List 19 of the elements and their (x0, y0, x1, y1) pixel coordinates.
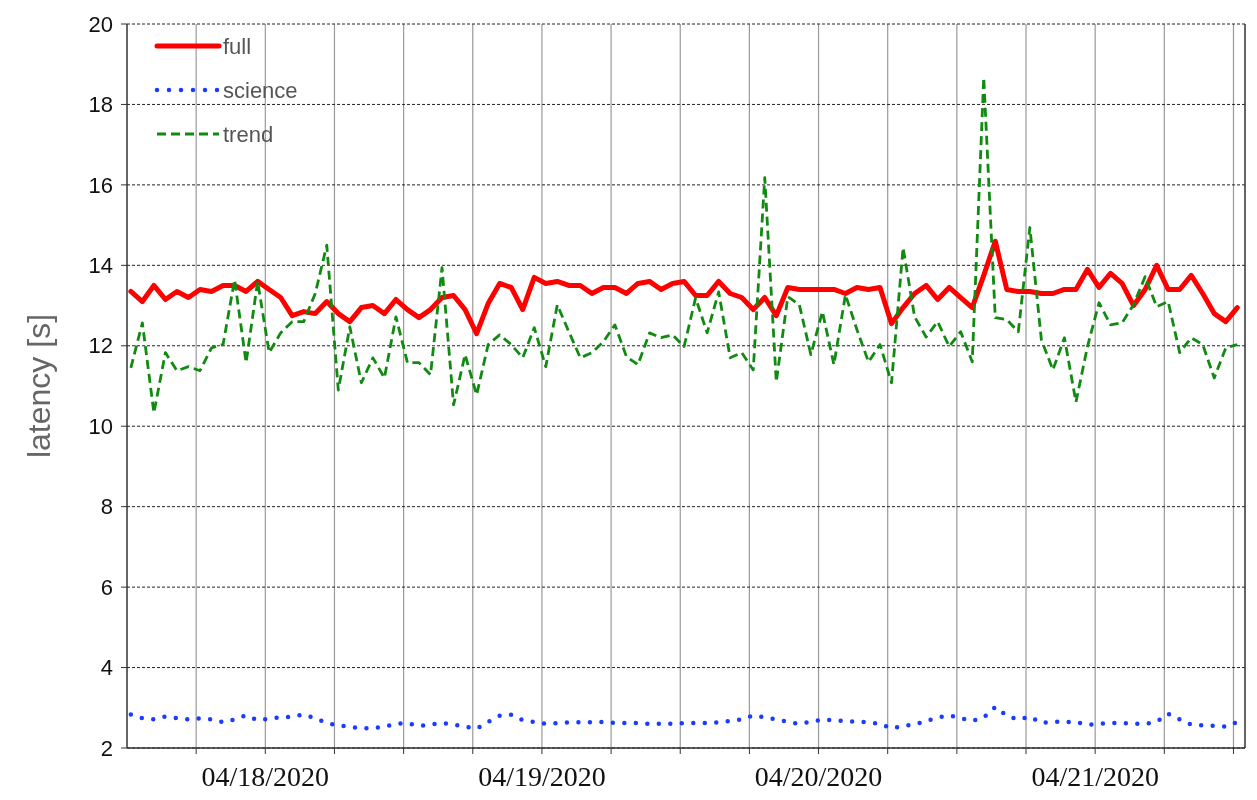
y-tick-label: 8 (100, 494, 113, 520)
y-tick-label: 14 (88, 253, 113, 279)
y-tick-label: 16 (88, 172, 113, 198)
legend-label: trend (223, 122, 274, 147)
line-series (128, 704, 1240, 731)
legend-label: science (223, 78, 298, 103)
x-tick-label: 04/18/2020 (201, 761, 330, 792)
y-tick-label: 18 (88, 92, 113, 118)
y-tick-label: 20 (88, 11, 113, 37)
y-tick-label: 12 (88, 333, 113, 359)
y-tick-label: 4 (100, 655, 113, 681)
y-axis-title: latency [s] (21, 313, 57, 459)
y-tick-label: 10 (88, 413, 113, 439)
x-tick-label: 04/21/2020 (1031, 761, 1159, 792)
y-tick-label: 6 (100, 574, 113, 600)
legend-label: full (223, 34, 252, 59)
y-tick-label: 2 (100, 735, 113, 761)
x-tick-label: 04/20/2020 (754, 761, 883, 792)
x-tick-label: 04/19/2020 (478, 761, 606, 792)
